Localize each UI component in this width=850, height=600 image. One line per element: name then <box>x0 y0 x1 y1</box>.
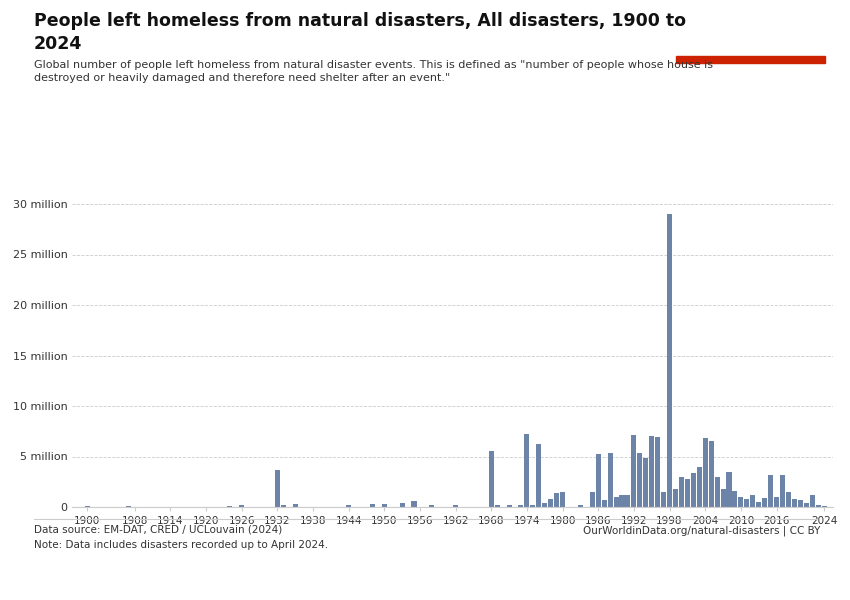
Bar <box>227 506 232 507</box>
Bar <box>816 505 820 507</box>
Bar <box>667 214 672 507</box>
Bar <box>715 476 720 507</box>
Bar <box>632 435 637 507</box>
Bar <box>518 505 524 507</box>
Bar <box>614 497 619 507</box>
Bar <box>382 504 387 507</box>
Bar <box>453 505 458 507</box>
Bar <box>804 503 809 507</box>
Bar <box>530 505 536 507</box>
Bar <box>239 505 244 507</box>
Bar <box>691 473 696 507</box>
Bar <box>638 454 643 507</box>
Bar <box>548 499 553 507</box>
Bar <box>792 499 797 507</box>
Bar <box>370 504 375 507</box>
Bar <box>590 492 595 507</box>
Bar <box>756 502 762 507</box>
Text: Our World: Our World <box>720 17 779 27</box>
Text: in Data: in Data <box>728 37 772 46</box>
Text: Data source: EM-DAT, CRED / UCLouvain (2024): Data source: EM-DAT, CRED / UCLouvain (2… <box>34 525 282 535</box>
Bar <box>822 506 826 507</box>
Bar <box>709 442 714 507</box>
Bar <box>643 458 649 507</box>
Bar <box>275 470 280 507</box>
Bar <box>292 504 298 507</box>
Bar <box>751 495 756 507</box>
Bar <box>810 495 814 507</box>
Bar <box>745 499 750 507</box>
Bar <box>676 56 824 63</box>
Bar <box>126 506 131 507</box>
Bar <box>774 497 779 507</box>
Text: People left homeless from natural disasters, All disasters, 1900 to: People left homeless from natural disast… <box>34 12 686 30</box>
Bar <box>685 479 690 507</box>
Bar <box>703 439 708 507</box>
Bar <box>620 495 625 507</box>
Text: Global number of people left homeless from natural disaster events. This is defi: Global number of people left homeless fr… <box>34 60 713 83</box>
Bar <box>608 454 613 507</box>
Bar <box>661 492 666 507</box>
Bar <box>780 475 785 507</box>
Text: 2024: 2024 <box>34 35 82 53</box>
Bar <box>578 505 583 507</box>
Bar <box>786 492 791 507</box>
Bar <box>762 498 768 507</box>
Bar <box>489 451 494 507</box>
Bar <box>721 489 726 507</box>
Bar <box>400 503 405 507</box>
Bar <box>495 505 500 507</box>
Bar <box>727 472 732 507</box>
Bar <box>542 503 547 507</box>
Bar <box>768 475 774 507</box>
Bar <box>739 497 744 507</box>
Bar <box>596 454 601 507</box>
Bar <box>429 505 434 507</box>
Bar <box>524 434 530 507</box>
Text: Note: Data includes disasters recorded up to April 2024.: Note: Data includes disasters recorded u… <box>34 540 328 550</box>
Bar <box>411 501 416 507</box>
Bar <box>649 436 654 507</box>
Bar <box>733 491 738 507</box>
Bar <box>507 505 512 507</box>
Bar <box>655 437 660 507</box>
Text: OurWorldinData.org/natural-disasters | CC BY: OurWorldinData.org/natural-disasters | C… <box>583 525 820 535</box>
Bar <box>697 467 702 507</box>
Bar <box>679 476 684 507</box>
Bar <box>554 493 559 507</box>
Bar <box>626 495 631 507</box>
Bar <box>602 500 607 507</box>
Bar <box>536 445 541 507</box>
Bar <box>798 500 803 507</box>
Bar <box>673 489 678 507</box>
Bar <box>280 505 286 507</box>
Bar <box>560 492 565 507</box>
Bar <box>346 505 351 507</box>
